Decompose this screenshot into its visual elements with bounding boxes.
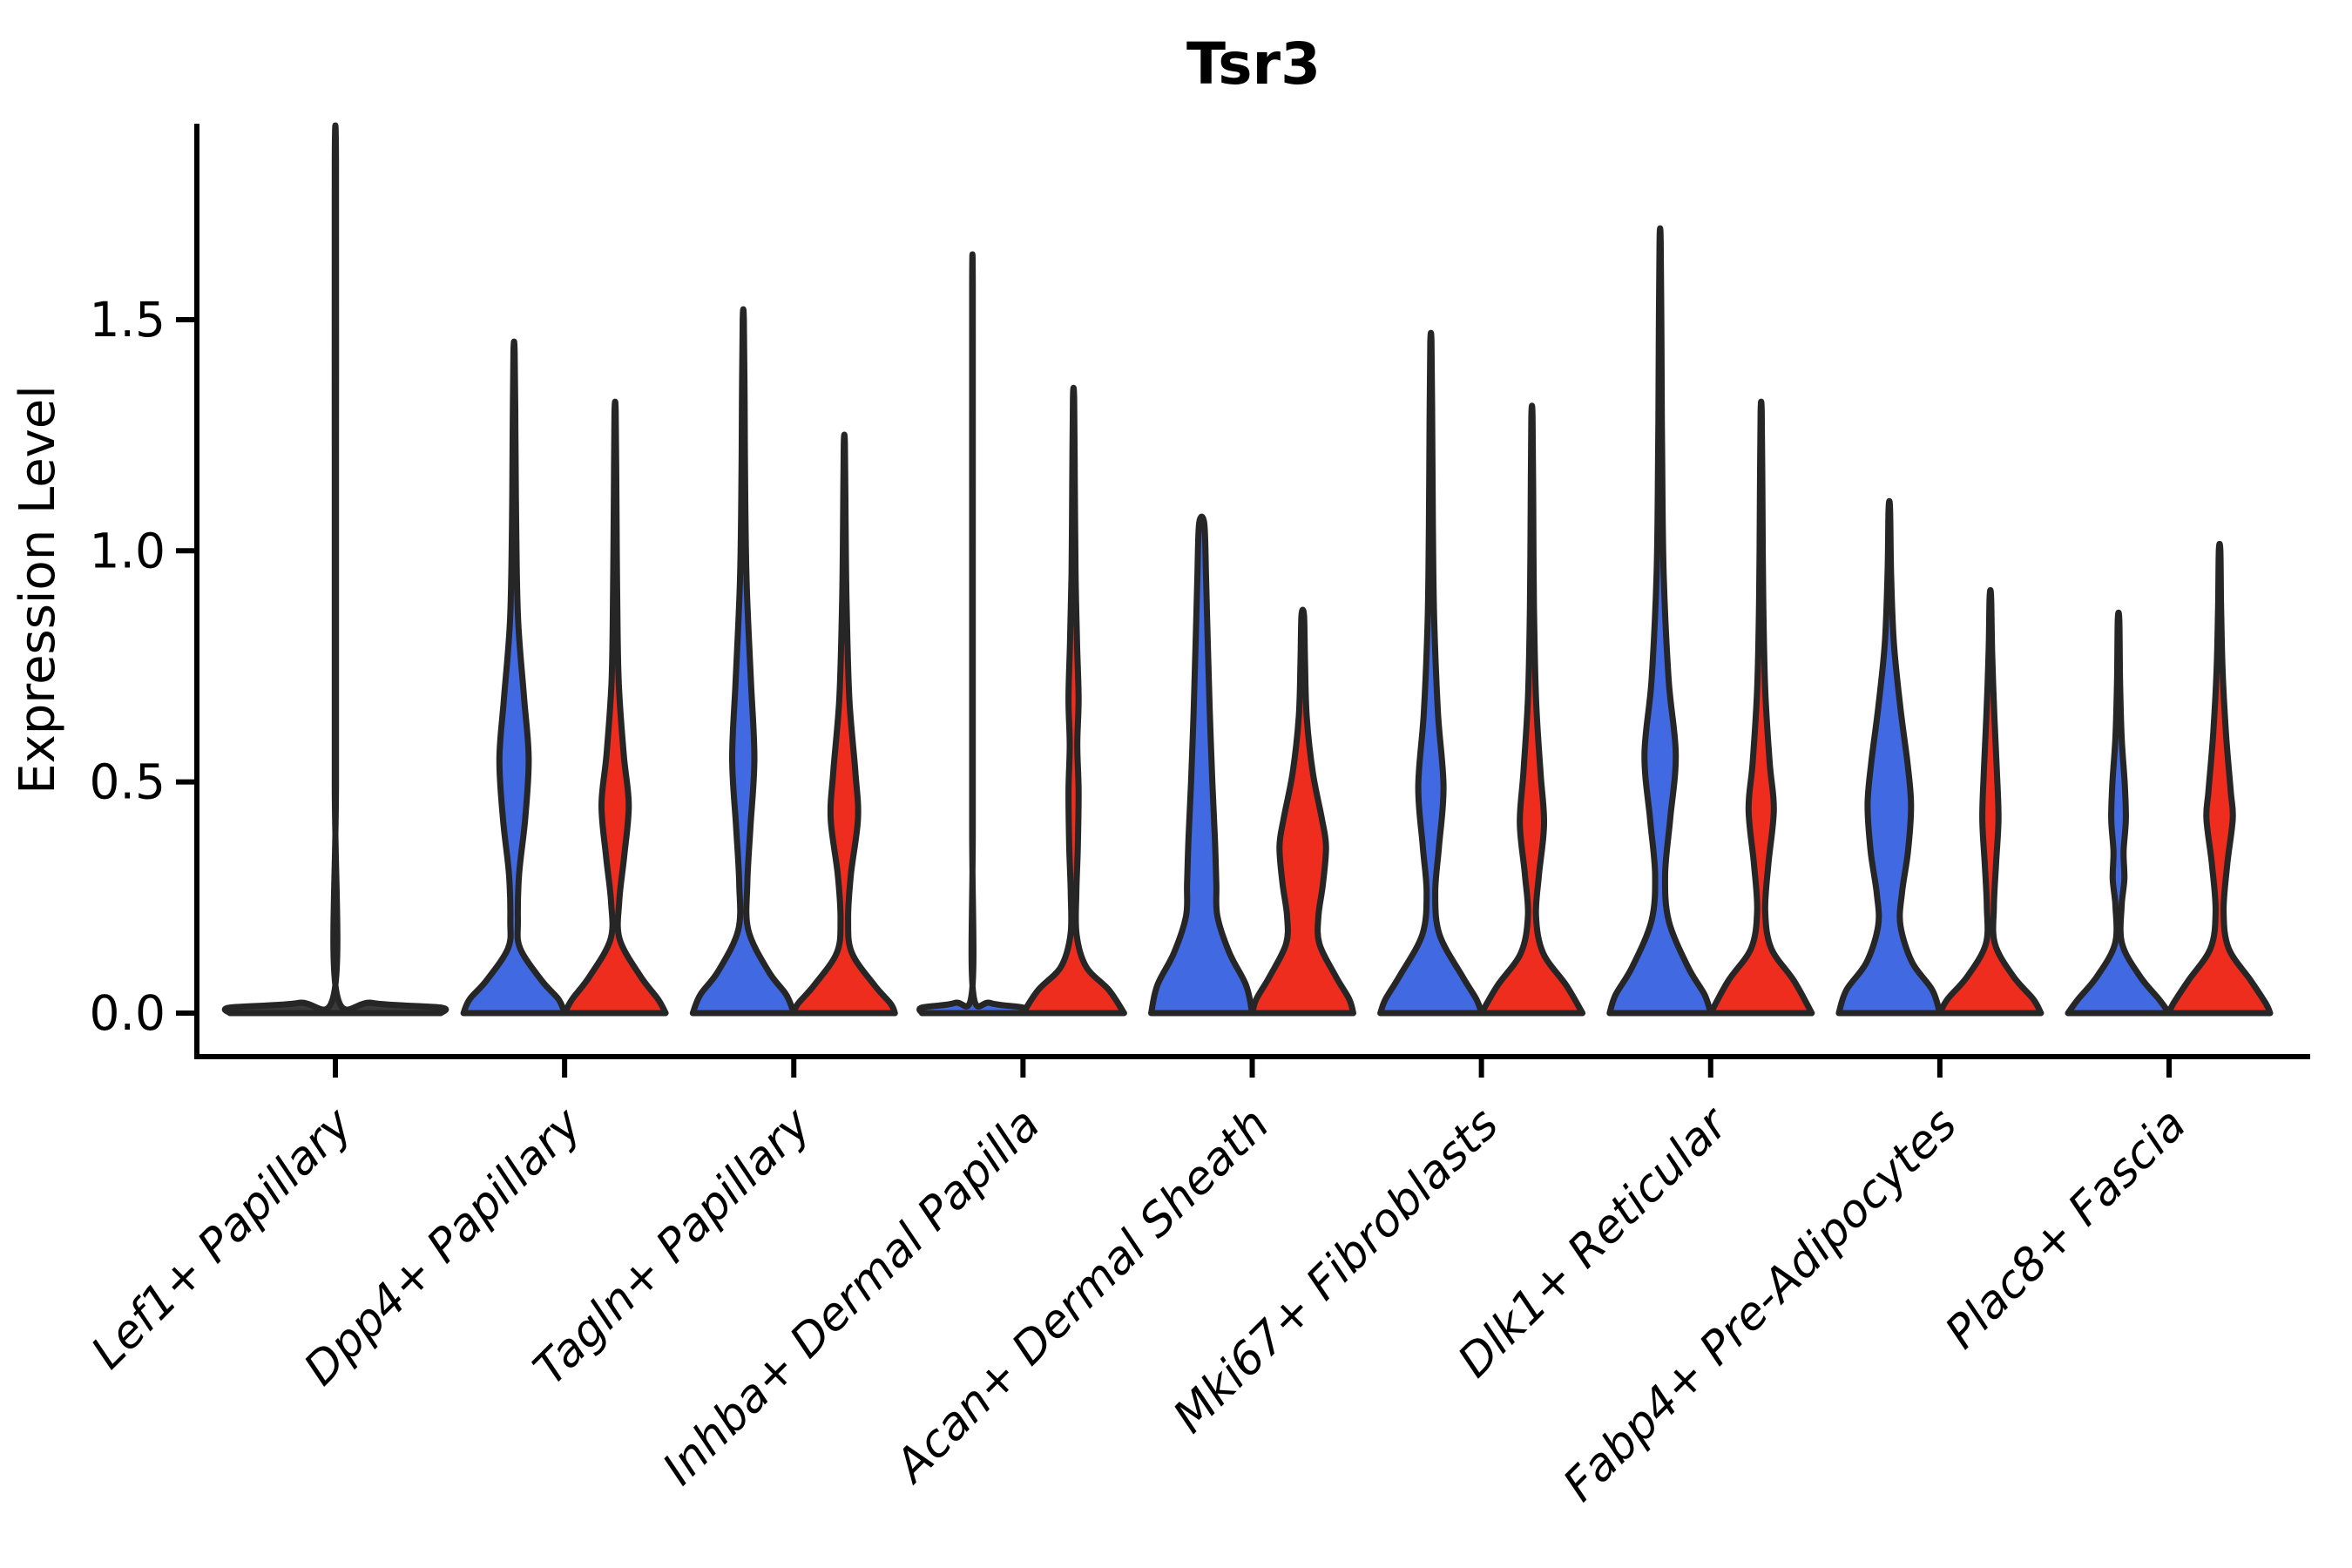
violin-acan-dermal-sheath-blue [1148,513,1255,1017]
chart-title: Tsr3 [1186,30,1321,98]
violin-dpp4-papillary-red [561,398,669,1017]
x-tick-label-fabp4-pre-adipocytes: Fabp4+ Pre-Adipocytes [1553,1098,1967,1512]
axes-layer [194,124,2310,1059]
violin-dlk1-reticular-red [1707,398,1815,1017]
violins-layer [221,122,2274,1017]
x-tick-label-plac8-fascia: Plac8+ Fascia [1936,1098,2196,1359]
x-tick-label-inhba-dermal-papilla: Inhba+ Dermal Papilla [653,1098,1051,1496]
axes-spines [194,124,2310,1059]
violin-acan-dermal-sheath-red [1249,606,1356,1017]
violin-fabp4-pre-adipocytes-blue [1835,497,1943,1017]
y-tick-label: 1.5 [90,292,166,348]
y-tick-label: 1.0 [90,523,166,578]
y-tick-labels: 0.0 0.5 1.0 1.5 [90,292,197,1041]
violin-lef1-papillary-single [221,122,449,1017]
violin-tagln-papillary-red [790,431,898,1017]
violin-mki67-fibroblasts-blue [1377,329,1485,1017]
y-axis-label: Expression Level [10,385,66,794]
violin-dlk1-reticular-blue [1606,225,1714,1017]
y-tick-label: 0.0 [90,985,166,1041]
violin-plac8-fascia-red [2166,540,2274,1017]
violin-mki67-fibroblasts-red [1478,402,1586,1017]
violin-plac8-fascia-blue [2065,609,2173,1017]
violin-inhba-dermal-papilla-blue [916,251,1029,1017]
x-tick-label-acan-dermal-sheath: Acan+ Dermal Sheath [884,1098,1280,1494]
violin-fabp4-pre-adipocytes-red [1936,586,2044,1017]
violin-dpp4-papillary-blue [460,338,568,1017]
violin-tagln-papillary-blue [689,306,797,1017]
violin-inhba-dermal-papilla-red [1019,384,1127,1017]
y-tick-label: 0.5 [90,754,166,810]
